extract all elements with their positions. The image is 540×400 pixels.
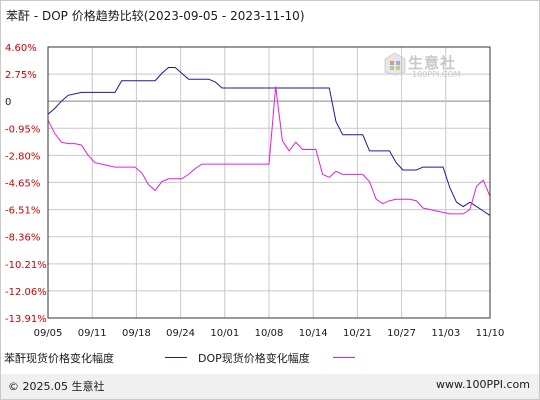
x-tick-label: 10/08 xyxy=(255,328,284,339)
series-line-2 xyxy=(47,86,491,215)
x-tick-label: 09/18 xyxy=(122,328,151,339)
x-tick-label: 09/11 xyxy=(78,328,107,339)
footer-bar xyxy=(1,374,539,399)
y-tick-label: 4.60% xyxy=(5,43,37,54)
y-tick-label: -2.80% xyxy=(5,151,40,162)
y-tick-label: -0.95% xyxy=(5,124,40,135)
y-tick-label: -12.06% xyxy=(5,287,47,298)
chart-title: 苯酐 - DOP 价格趋势比较(2023-09-05 - 2023-11-10) xyxy=(6,9,305,23)
x-tick-label: 10/27 xyxy=(387,328,416,339)
x-tick-label: 09/05 xyxy=(34,328,63,339)
series-lines xyxy=(47,67,491,216)
x-tick-label: 11/03 xyxy=(431,328,460,339)
legend-label-series2: DOP现货价格变化幅度 xyxy=(198,352,310,365)
legend-line-series1 xyxy=(165,357,187,358)
x-tick-labels: 09/05 09/11 09/18 09/24 10/01 10/08 10/14 10/21… xyxy=(34,328,505,339)
x-tick-label: 10/21 xyxy=(343,328,372,339)
y-tick-label: -8.36% xyxy=(5,233,40,244)
footer-copyright: © 2025.05 生意社 xyxy=(8,380,105,393)
watermark-text: 生意社 xyxy=(408,54,457,72)
x-tick-label: 10/01 xyxy=(210,328,239,339)
legend-line-series2 xyxy=(333,357,355,358)
y-tick-label: -6.51% xyxy=(5,206,40,217)
plot-border xyxy=(47,46,491,319)
x-tick-label: 11/10 xyxy=(476,328,505,339)
y-tick-labels: 4.60% 2.75% 0 -0.95% -2.80% -4.65% -6.51% -8.36… xyxy=(5,43,47,325)
y-tick-label: -13.91% xyxy=(5,314,47,325)
y-tick-label: 0 xyxy=(5,97,11,108)
y-tick-label: 2.75% xyxy=(5,70,37,81)
series-line-1 xyxy=(47,67,491,216)
x-tick-label: 09/24 xyxy=(166,328,195,339)
y-tick-label: -4.65% xyxy=(5,178,40,189)
x-tick-label: 10/14 xyxy=(299,328,328,339)
watermark-logo-icon xyxy=(384,52,406,76)
footer-url-link[interactable]: www.100PPI.com xyxy=(436,378,530,391)
legend-label-series1: 苯酐现货价格变化幅度 xyxy=(4,352,114,365)
y-tick-label: -10.21% xyxy=(5,260,47,271)
